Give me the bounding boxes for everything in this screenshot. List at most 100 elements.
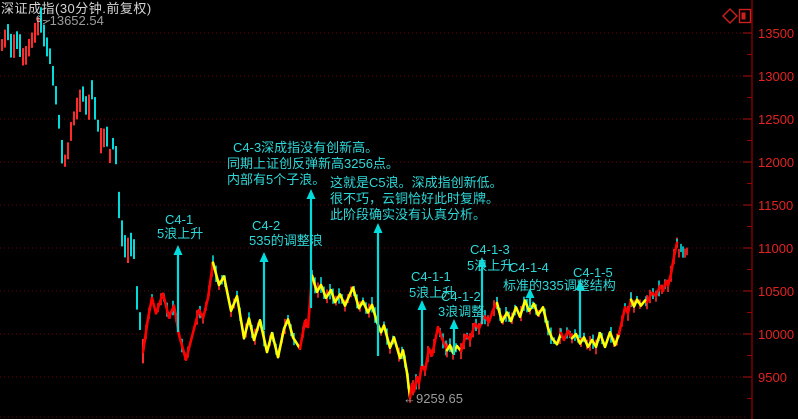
- annotation-text-c4-1-1: C4-1-1: [411, 269, 451, 284]
- axis-tick-label: 10500: [758, 284, 795, 299]
- annotation-text-c4-2: 535的调整浪: [249, 233, 323, 248]
- up-arrow-head-icon: [306, 189, 316, 199]
- candle-bar: [7, 24, 9, 41]
- annotation-text-c4-1-3: 5浪上升: [467, 258, 514, 273]
- candle-bar: [136, 286, 138, 310]
- candle-bar: [94, 97, 96, 120]
- candle-bar: [124, 235, 126, 258]
- annotation-text-c5-note: 这就是C5浪。深成指创新低。: [330, 175, 503, 190]
- axis-tick-label: 12000: [758, 155, 795, 170]
- zigzag-line: [408, 325, 449, 399]
- low-pointer: ←: [403, 391, 416, 406]
- candle-bar: [1, 39, 3, 51]
- candle-bar: [13, 34, 15, 58]
- candle-bar: [40, 7, 42, 33]
- candle-bar: [682, 246, 684, 258]
- up-arrow-head-icon: [373, 223, 383, 233]
- axis-tick-label: 12500: [758, 112, 795, 127]
- candle-bar: [127, 237, 129, 264]
- candle-bar: [91, 80, 93, 100]
- up-arrow-head-icon: [525, 288, 535, 298]
- annotation-text-c4-1-4: 标准的335调整结构: [503, 278, 616, 293]
- annotation-text-c4-3-note: C4-3深成指没有创新高。: [233, 140, 379, 155]
- up-arrow-head-icon: [449, 319, 459, 329]
- candle-bar: [73, 111, 75, 126]
- up-arrow-head-icon: [259, 252, 269, 262]
- candle-bar: [680, 243, 682, 253]
- candle-bar: [10, 33, 12, 58]
- candle-bar: [52, 65, 54, 86]
- up-arrow-head-icon: [417, 300, 427, 310]
- restore-icon-inner: [741, 12, 746, 20]
- high-count-marker: 6: [36, 14, 42, 24]
- axis-tick-label: 11000: [758, 241, 794, 256]
- diamond-icon[interactable]: [722, 8, 738, 24]
- candle-bar: [684, 248, 686, 258]
- high-pointer: ~: [42, 13, 50, 28]
- candle-bar: [88, 94, 90, 120]
- zigzag-line: [141, 261, 215, 362]
- candle-bar: [19, 34, 21, 57]
- annotation-text-c4-1-1: 5浪上升: [409, 285, 456, 300]
- candle-bar: [82, 86, 84, 102]
- candle-bar: [139, 312, 141, 330]
- candle-bar: [85, 96, 87, 115]
- candle-bar: [46, 37, 48, 57]
- annotation-text-c4-1-4: C4-1-4: [509, 260, 549, 275]
- candle-bar: [103, 128, 105, 148]
- zigzag-line: [645, 241, 679, 304]
- axis-tick-label: 9500: [758, 370, 787, 385]
- candle-bar: [100, 127, 102, 154]
- zigzag-line: [459, 301, 499, 353]
- annotation-text-c4-1-5: C4-1-5: [573, 265, 613, 280]
- candle-bar: [61, 139, 63, 164]
- high-price-value: 13652.54: [49, 13, 104, 28]
- candle-bar: [25, 46, 27, 65]
- axis-tick-label: 10000: [758, 327, 795, 342]
- candle-bar: [49, 48, 51, 65]
- candle-bar: [43, 24, 45, 47]
- candle-bar: [37, 17, 39, 36]
- chart-title: 深证成指(30分钟.前复权): [1, 1, 152, 16]
- low-price-value: 9259.65: [416, 391, 463, 406]
- zigzag-line: [310, 274, 412, 399]
- zigzag-line: [570, 330, 621, 349]
- zigzag-line: [559, 329, 574, 342]
- axis-tick-label: 13000: [758, 69, 795, 84]
- candle-bar: [97, 119, 99, 132]
- high-price-label: 6~13652.54: [36, 14, 104, 27]
- annotation-text-c4-1-3: C4-1-3: [470, 242, 510, 257]
- candle-bar: [79, 89, 81, 112]
- candle-bar: [34, 22, 36, 43]
- candle-bar: [31, 32, 33, 48]
- up-arrow-head-icon: [575, 280, 585, 290]
- candle-bar: [58, 114, 60, 129]
- candle-bar: [115, 146, 117, 165]
- candle-bar: [67, 142, 69, 160]
- high-pointer-line: [42, 19, 51, 25]
- annotation-text-c4-1: C4-1: [165, 212, 194, 227]
- candle-bar: [118, 191, 120, 219]
- candle-bar: [133, 239, 135, 259]
- candle-bar: [76, 97, 78, 120]
- axis-tick-label: 11500: [758, 198, 794, 213]
- candle-bar: [70, 122, 72, 141]
- annotation-text-c4-3-note: 内部有5个子浪。: [227, 172, 326, 187]
- candle-bar: [112, 137, 114, 150]
- axis-tick-label: 13500: [758, 26, 795, 41]
- candle-bar: [678, 248, 680, 258]
- candle-bar: [109, 148, 111, 164]
- candle-bar: [130, 232, 132, 257]
- zigzag-line: [495, 299, 563, 346]
- annotation-text-c5-note: 很不巧，云铜恰好此时复牌。: [330, 191, 500, 206]
- annotation-text-c5-note: 此阶段确实没有认真分析。: [330, 207, 487, 222]
- candle-bar: [121, 220, 123, 247]
- candle-bar: [22, 48, 24, 66]
- annotation-text-c4-3-note: 同期上证创反弹新高3256点。: [227, 156, 399, 171]
- restore-icon[interactable]: [738, 8, 752, 24]
- up-arrow-head-icon: [477, 257, 487, 267]
- annotation-text-c4-1-2: 3浪调整: [438, 304, 485, 319]
- low-price-label: ←9259.65: [403, 392, 463, 405]
